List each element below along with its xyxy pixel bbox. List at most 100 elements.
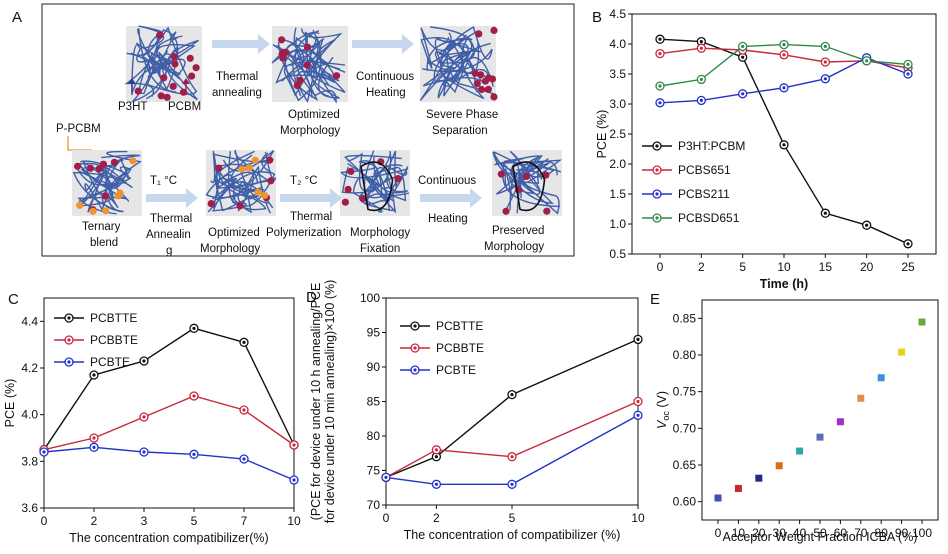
pcbm-molecule [101,192,110,200]
data-point [816,433,824,441]
x-tick-label: 0 [657,260,664,274]
panel-b-letter: B [592,9,602,26]
y-tick-label: 100 [360,291,380,305]
y-tick-label: 3.5 [609,67,626,81]
pcbm-molecule [475,30,483,38]
legend-label: PCBS651 [678,163,731,177]
data-point-center [192,326,196,330]
x-tick-label: 50 [813,526,827,540]
legend-marker-center [413,346,417,350]
pcbm-molecule [99,160,107,168]
x-tick-label: 100 [912,526,932,540]
series-line-pcbte [43,446,295,481]
y-tick-label: 3.8 [21,454,38,468]
x-tick-label: 2 [433,511,440,525]
data-point-center [823,60,827,64]
continuous-heating-arrow-row2 [420,188,482,208]
data-point-center [636,413,640,417]
x-tick-label: 2 [698,260,705,274]
data-point-center [782,143,786,147]
polymer-chain [101,150,143,213]
data-point-center [192,394,196,398]
data-point-center [292,443,296,447]
t2-polymerization-label-2: Polymerization [266,227,341,239]
polymer-chain [212,174,274,212]
y-tick-label: 4.5 [609,7,626,21]
preserved-morphology-box [492,150,563,216]
panel-c-letter: C [8,291,19,308]
data-point-center [384,475,388,479]
pcbm-molecule [169,82,177,90]
pcbm-molecule [303,61,311,69]
pcbm-molecule [341,198,349,206]
pcbm-molecule [359,194,367,203]
pcbm-molecule [188,72,196,80]
plot-area-frame [43,297,295,509]
polymer-chain [214,163,265,214]
data-point [734,484,742,492]
pcbm-molecule [86,164,95,172]
pcbm-molecule [278,36,286,44]
data-point-center [42,450,46,454]
data-point [714,494,722,502]
ternary-blend-box [72,150,143,216]
data-point-center [699,40,703,44]
data-point-center [699,46,703,50]
ppcbm-molecule [102,207,110,215]
data-point-center [658,101,662,105]
t1-annealing-label-3: g [166,245,172,257]
polymer-chain [271,31,320,77]
x-tick-label: 10 [631,511,645,525]
panel-e-chart: 0.60 0.65 0.70 0.75 0.80 0.85 0 10 20 30 40 50 60 70 8… [655,299,939,544]
data-point-center [741,44,745,49]
continuous-heating-row2-label-1: Continuous [418,175,476,187]
phase-separation-box [419,26,498,102]
data-point-center [782,53,786,57]
pcbm-molecule [236,202,244,210]
data-point-center [699,77,703,81]
data-point-center [142,359,146,363]
ppcbm-molecule [261,191,269,199]
x-tick-label: 15 [819,260,833,274]
optimized-morphology-label-1: Optimized [288,109,340,121]
data-point-center [242,408,246,412]
panel-b-chart: 0.51.01.52.02.53.03.54.04.50 2 5 10 15 20 25Ti… [595,7,937,291]
legend-label: PCBS211 [678,187,730,201]
p3ht-label: P3HT [118,101,147,113]
ppcbm-molecule [76,201,84,209]
y-axis-label-line: for device under 10 min annealing)×100 (… [323,280,337,524]
pcbm-molecule [156,31,164,39]
pcbm-molecule [293,82,301,90]
polymer-chain [275,28,343,84]
t2-polymerization-label-1: Thermal [290,211,332,223]
y-tick-label: 4.0 [609,37,626,51]
data-point [898,348,906,356]
optimized-morphology-row2-label-1: Optimized [208,227,260,239]
pcbm-molecule [497,170,505,178]
t2-polymerization-arrow [280,188,342,208]
pcbm-molecule [163,93,171,101]
data-point-center [823,77,827,81]
polymer-chain [352,176,410,213]
x-tick-label: 70 [854,526,868,540]
crosslinked-network [512,161,546,212]
ppcbm-molecule [254,188,262,196]
data-point-center [92,373,96,377]
panel-e-letter: E [650,291,660,308]
pcbm-molecule [477,71,485,79]
data-point-center [699,98,703,102]
y-tick-label: 0.65 [673,458,697,472]
pcbm-molecule [157,92,165,100]
panel-a-frame [41,3,575,257]
pcbm-molecule [344,185,352,193]
data-point-center [510,482,514,486]
x-tick-label: 25 [901,260,915,274]
pcbm-molecule [186,54,194,62]
data-point-center [434,448,438,452]
data-point-center [906,62,910,66]
pcbm-molecule [485,74,493,82]
x-axis-label: Time (h) [760,277,808,291]
panel-a-letter: A [12,9,22,26]
t1-annealing-arrow [146,188,198,208]
pcbm-label: PCBM [168,101,201,113]
